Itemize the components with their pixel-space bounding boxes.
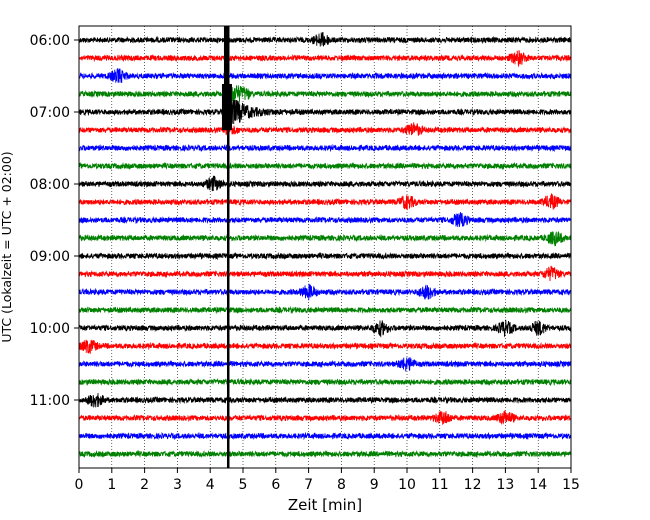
x-tick-label: 0: [75, 477, 84, 493]
y-axis-ticks: 06:00 07:00 08:00 09:00 10:00 11:00: [30, 33, 79, 409]
y-tick-label: 08:00: [30, 177, 70, 193]
x-tick-label: 14: [529, 477, 547, 493]
x-tick-label: 11: [431, 477, 449, 493]
x-tick-label: 10: [398, 477, 416, 493]
trace-0930: [78, 283, 572, 301]
trace-0700: [78, 99, 572, 125]
trace-0645: [78, 83, 572, 105]
x-tick-label: 2: [140, 477, 149, 493]
trace-0600: [78, 32, 572, 47]
y-tick-label: 10:00: [30, 321, 70, 337]
y-tick-label: 07:00: [30, 105, 70, 121]
trace-1130: [78, 431, 572, 441]
x-tick-label: 6: [271, 477, 280, 493]
x-tick-label: 12: [464, 477, 482, 493]
trace-0900: [78, 251, 572, 261]
x-tick-label: 15: [562, 477, 580, 493]
trace-0745: [78, 161, 572, 171]
y-axis-label: UTC (Lokalzeit = UTC + 02:00): [0, 151, 14, 342]
trace-1000: [78, 319, 572, 338]
trace-0715: [78, 122, 572, 136]
trace-0915: [78, 265, 572, 281]
trace-0730: [78, 143, 572, 153]
trace-0800: [78, 175, 572, 192]
y-tick-label: 11:00: [30, 393, 70, 409]
trace-0630: [78, 68, 572, 83]
trace-1115: [78, 410, 572, 425]
x-tick-label: 5: [239, 477, 248, 493]
x-tick-label: 8: [337, 477, 346, 493]
trace-1015: [78, 339, 572, 354]
seismic-traces: [78, 26, 572, 459]
y-tick-label: 06:00: [30, 33, 70, 49]
x-tick-label: 4: [206, 477, 215, 493]
x-axis-ticks: 0 1 2 3 4 5 6 7 8 9 10 11 12 13 14 15: [75, 468, 580, 493]
earthquake-onset: [223, 26, 229, 94]
trace-0845: [78, 231, 572, 247]
x-axis-label: Zeit [min]: [288, 496, 362, 514]
plot-frame: [78, 25, 572, 469]
trace-0615: [78, 50, 572, 68]
x-tick-label: 1: [107, 477, 116, 493]
trace-0945: [78, 305, 572, 315]
trace-1145: [78, 449, 572, 459]
x-tick-label: 9: [370, 477, 379, 493]
x-tick-label: 7: [304, 477, 313, 493]
trace-1030: [78, 357, 572, 372]
x-tick-label: 3: [173, 477, 182, 493]
trace-1045: [78, 377, 572, 387]
trace-0815: [78, 193, 572, 211]
trace-1100: [78, 393, 572, 408]
earthquake-signal: [221, 84, 232, 130]
y-tick-label: 09:00: [30, 249, 70, 265]
x-tick-label: 13: [496, 477, 514, 493]
trace-0830: [78, 212, 572, 228]
